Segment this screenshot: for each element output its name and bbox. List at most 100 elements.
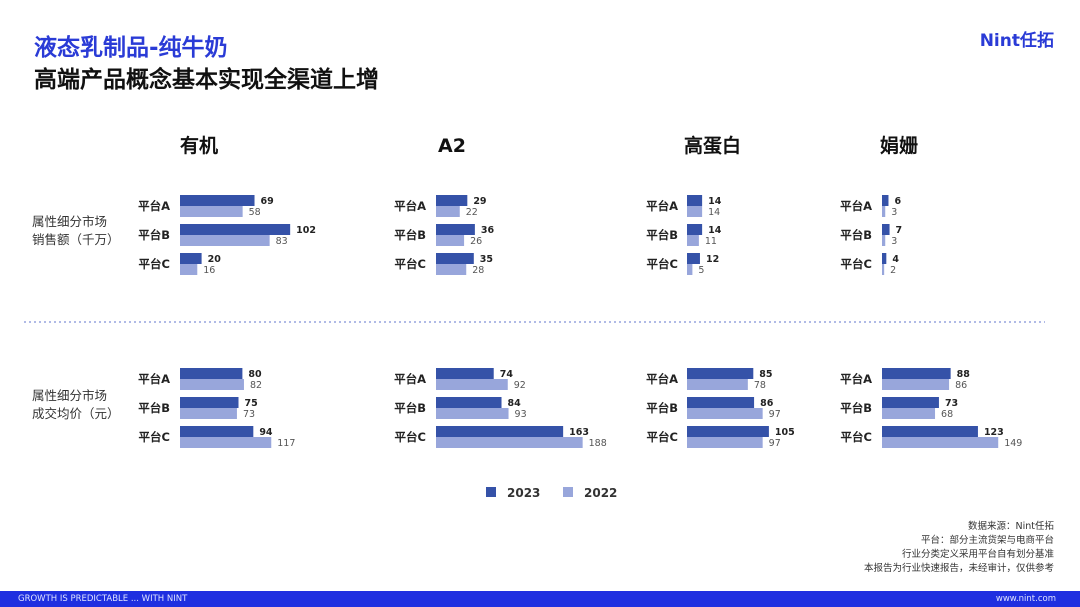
category-label: 平台A	[840, 199, 872, 213]
data-label-2022: 14	[708, 207, 720, 218]
category-label: 平台B	[138, 401, 170, 415]
group-title: 娟姗	[880, 134, 918, 157]
bar-2023	[687, 368, 754, 379]
bar-2023	[687, 426, 769, 437]
bar-2023	[882, 224, 890, 235]
bar-2022	[436, 379, 508, 390]
data-label-2023: 105	[775, 427, 795, 438]
brand-logo: Nint任拓	[979, 31, 1054, 51]
bar-2022	[687, 437, 763, 448]
category-label: 平台C	[841, 430, 872, 444]
data-label-2023: 80	[248, 369, 262, 380]
bar-2023	[687, 224, 703, 235]
category-label: 平台B	[840, 401, 872, 415]
data-label-2022: 149	[1004, 438, 1022, 449]
data-label-2022: 68	[941, 409, 953, 420]
category-label: 平台B	[646, 401, 678, 415]
bar-2022	[436, 206, 460, 217]
data-label-2022: 117	[277, 438, 295, 449]
category-label: 平台A	[646, 372, 678, 386]
data-label-2022: 2	[890, 265, 896, 276]
footer-url: www.nint.com	[995, 594, 1056, 604]
category-label: 平台B	[394, 228, 426, 242]
data-label-2023: 29	[473, 196, 486, 207]
bar-2023	[436, 368, 494, 379]
row-label: 属性细分市场	[32, 214, 107, 229]
bar-2023	[436, 426, 564, 437]
bar-2023	[882, 368, 951, 379]
note-line: 本报告为行业快速报告，未经审计，仅供参考	[863, 563, 1054, 574]
data-label-2022: 97	[769, 438, 781, 449]
bar-2023	[180, 224, 291, 235]
category-label: 平台B	[646, 228, 678, 242]
data-label-2023: 4	[892, 254, 899, 265]
data-label-2022: 26	[470, 236, 482, 247]
category-label: 平台C	[139, 430, 170, 444]
bar-2022	[882, 264, 885, 275]
category-label: 平台C	[139, 257, 170, 271]
category-label: 平台A	[138, 372, 170, 386]
bar-2023	[436, 195, 468, 206]
data-label-2023: 73	[945, 398, 958, 409]
bar-2023	[180, 368, 243, 379]
data-label-2022: 22	[466, 207, 478, 218]
page-title: 液态乳制品-纯牛奶	[34, 35, 228, 61]
legend-swatch-2022	[563, 487, 573, 497]
group-title: 高蛋白	[684, 134, 741, 157]
row-label: 销售额（千万）	[32, 232, 120, 247]
data-label-2022: 82	[250, 380, 262, 391]
data-label-2023: 123	[984, 427, 1004, 438]
group-title: A2	[438, 135, 466, 157]
data-label-2022: 28	[472, 265, 484, 276]
data-label-2023: 7	[896, 225, 903, 236]
data-label-2022: 73	[243, 409, 255, 420]
data-label-2022: 3	[891, 207, 897, 218]
data-label-2022: 78	[754, 380, 766, 391]
data-label-2022: 16	[203, 265, 215, 276]
bar-2022	[436, 408, 509, 419]
data-label-2023: 84	[508, 398, 522, 409]
note-line: 数据来源：Nint任拓	[968, 521, 1054, 532]
bar-2023	[882, 397, 939, 408]
category-label: 平台B	[394, 401, 426, 415]
category-label: 平台A	[394, 372, 426, 386]
category-label: 平台C	[841, 257, 872, 271]
category-label: 平台A	[646, 199, 678, 213]
data-label-2022: 5	[698, 265, 704, 276]
category-label: 平台C	[395, 257, 426, 271]
bar-2022	[882, 408, 936, 419]
source-notes: 数据来源：Nint任拓 平台：部分主流货架与电商平台 行业分类定义采用平台自有划…	[864, 520, 1054, 576]
category-label: 平台A	[840, 372, 872, 386]
bar-2022	[436, 437, 583, 448]
row-label: 成交均价（元）	[32, 406, 120, 421]
bar-2023	[882, 195, 889, 206]
data-label-2023: 88	[957, 369, 971, 380]
bar-2022	[687, 379, 748, 390]
category-label: 平台C	[395, 430, 426, 444]
data-label-2022: 83	[276, 236, 288, 247]
data-label-2023: 6	[894, 196, 901, 207]
bar-2022	[180, 264, 198, 275]
data-label-2022: 3	[891, 236, 897, 247]
bar-2023	[882, 253, 887, 264]
note-line: 行业分类定义采用平台自有划分基准	[901, 549, 1054, 560]
bar-2022	[687, 235, 699, 246]
data-label-2023: 14	[708, 225, 722, 236]
category-label: 平台B	[840, 228, 872, 242]
bar-2022	[180, 235, 270, 246]
data-label-2023: 86	[760, 398, 774, 409]
footer-slogan: GROWTH IS PREDICTABLE ... WITH NINT	[18, 594, 188, 604]
group-title: 有机	[180, 134, 218, 157]
bar-2023	[180, 397, 239, 408]
bar-2022	[882, 437, 999, 448]
bar-2022	[180, 206, 243, 217]
data-label-2023: 85	[759, 369, 772, 380]
bar-2023	[180, 426, 254, 437]
data-label-2022: 97	[769, 409, 781, 420]
bar-2023	[180, 253, 202, 264]
data-label-2023: 69	[261, 196, 274, 207]
data-label-2023: 12	[706, 254, 719, 265]
footer-bar: GROWTH IS PREDICTABLE ... WITH NINT www.…	[0, 591, 1080, 607]
data-label-2022: 58	[249, 207, 261, 218]
